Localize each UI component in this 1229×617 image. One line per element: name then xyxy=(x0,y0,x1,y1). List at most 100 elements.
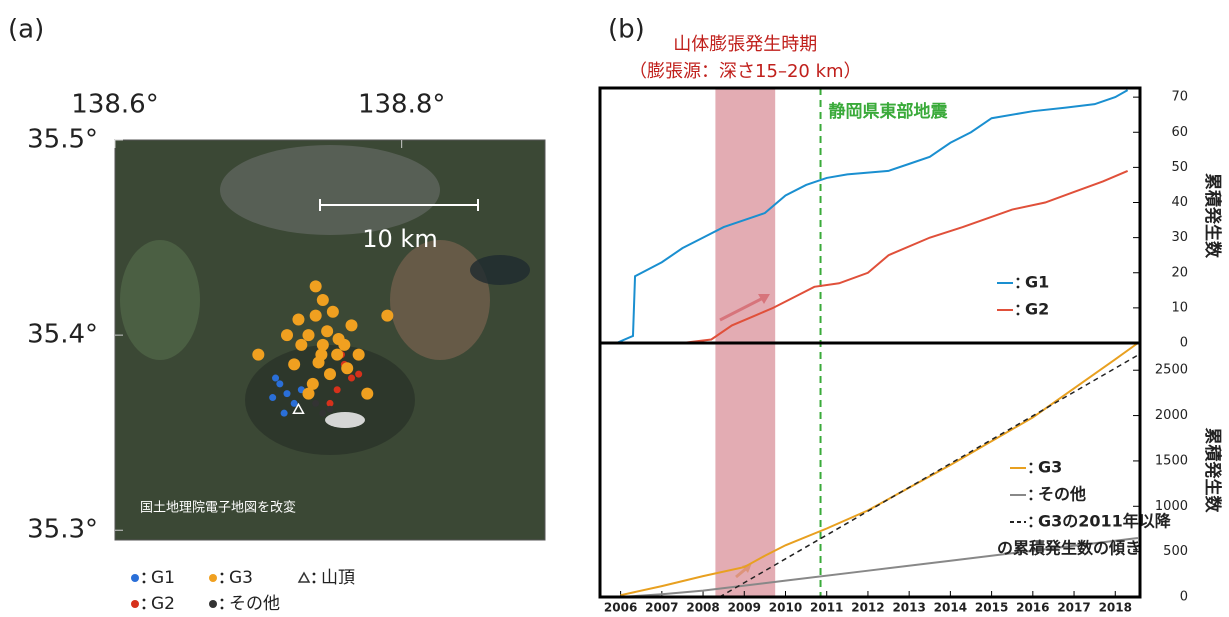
y-tick-label: 0 xyxy=(1180,336,1188,351)
legend-colon xyxy=(1017,313,1020,316)
legend-label: G2 xyxy=(151,594,175,614)
legend-colon xyxy=(143,599,146,602)
x-tick-label: 2017 xyxy=(1057,601,1090,615)
map-point xyxy=(341,362,353,374)
map-point xyxy=(303,329,315,341)
y-tick-label: 35.5° xyxy=(27,125,98,155)
y-tick-label: 20 xyxy=(1171,265,1188,280)
y-tick-label: 35.4° xyxy=(27,320,98,350)
y-tick-label: 2000 xyxy=(1155,408,1188,423)
map-point xyxy=(269,394,276,401)
map-point xyxy=(331,349,343,361)
x-tick-label: 2011 xyxy=(810,601,843,615)
panel-label: (a) xyxy=(8,15,44,45)
legend-colon xyxy=(143,573,146,576)
map-point xyxy=(353,349,365,361)
y-tick-label: 50 xyxy=(1171,160,1188,175)
map-point xyxy=(312,400,319,407)
map-point xyxy=(361,388,373,400)
legend-colon xyxy=(143,581,146,584)
legend-colon xyxy=(313,573,316,576)
span-label: 山体膨張発生時期 xyxy=(673,34,817,55)
legend-marker xyxy=(299,573,309,582)
legend-colon xyxy=(221,581,224,584)
y-tick-label: 0 xyxy=(1180,590,1188,605)
y-tick-label: 2500 xyxy=(1155,363,1188,378)
legend-marker xyxy=(209,574,217,582)
legend-label: の累積発生数の傾き xyxy=(997,539,1141,558)
y-tick-label: 1500 xyxy=(1155,453,1188,468)
map-point xyxy=(317,294,329,306)
series-line xyxy=(616,90,1127,343)
legend-label: G3 xyxy=(1038,458,1062,477)
legend-colon xyxy=(1030,463,1033,466)
legend-label: その他 xyxy=(229,594,280,614)
legend-label: G2 xyxy=(1025,300,1049,319)
map-point xyxy=(272,375,279,382)
legend-label: G3の2011年以降 xyxy=(1038,512,1172,531)
map-point xyxy=(334,386,341,393)
map-point xyxy=(355,371,362,378)
map-field xyxy=(390,240,490,360)
x-tick-label: 2008 xyxy=(686,601,719,615)
legend-colon xyxy=(221,599,224,602)
map-point xyxy=(276,380,283,387)
map-point xyxy=(324,368,336,380)
map-point xyxy=(327,406,334,413)
x-tick-label: 2009 xyxy=(728,601,761,615)
x-tick-label: 2014 xyxy=(934,601,967,615)
panel-label: (b) xyxy=(608,15,645,45)
legend-colon xyxy=(1030,517,1033,520)
legend-colon xyxy=(1017,286,1020,289)
map-point xyxy=(333,333,345,345)
y-tick-label: 70 xyxy=(1171,90,1188,105)
x-tick-label: 2010 xyxy=(769,601,802,615)
map-point xyxy=(315,349,327,361)
map-point xyxy=(288,358,300,370)
attribution: 国土地理院電子地図を改変 xyxy=(140,500,296,516)
map-imagery xyxy=(115,140,545,540)
map-point xyxy=(381,310,393,322)
x-tick-label: 2016 xyxy=(1016,601,1049,615)
x-tick-label: 138.6° xyxy=(71,90,158,120)
scale-label: 10 km xyxy=(362,225,437,253)
map-point xyxy=(327,306,339,318)
event-label: 静岡県東部地震 xyxy=(829,101,949,122)
map-point xyxy=(321,325,333,337)
legend-colon xyxy=(1017,305,1020,308)
legend-colon xyxy=(1017,278,1020,281)
series-line xyxy=(616,171,1127,343)
legend-colon xyxy=(1030,490,1033,493)
map-point xyxy=(310,310,322,322)
legend-colon xyxy=(1030,471,1033,474)
y-tick-label: 35.3° xyxy=(27,515,98,545)
legend-label: G1 xyxy=(151,568,175,588)
map-point xyxy=(252,349,264,361)
legend-colon xyxy=(221,607,224,610)
x-tick-label: 2018 xyxy=(1099,601,1132,615)
x-tick-label: 2013 xyxy=(892,601,925,615)
map-point xyxy=(310,280,322,292)
map-snow xyxy=(325,412,365,428)
x-tick-label: 138.8° xyxy=(358,90,445,120)
x-tick-label: 2006 xyxy=(604,601,637,615)
map-point xyxy=(348,375,355,382)
legend-label: G3 xyxy=(229,568,253,588)
map-field xyxy=(120,240,200,360)
legend-label: その他 xyxy=(1038,485,1086,504)
map-point xyxy=(291,400,298,407)
legend-marker xyxy=(209,600,217,608)
figure: (a) (b) 10 km 国土地理院電子地図を改変 138.6° 138.8° 3… xyxy=(0,0,1229,617)
legend-colon xyxy=(313,581,316,584)
x-tick-label: 2015 xyxy=(975,601,1008,615)
map-point xyxy=(295,339,307,351)
map-point xyxy=(346,319,358,331)
legend-colon xyxy=(1030,498,1033,501)
page: {"panel_labels":["(a)","(b)"], "chart_da… xyxy=(0,0,1229,617)
x-tick-label: 2007 xyxy=(645,601,678,615)
map-point xyxy=(281,329,293,341)
legend-label: G1 xyxy=(1025,273,1049,292)
y-axis-label: 累積発生数 xyxy=(1202,428,1223,514)
span-label: （膨張源：深さ15–20 km） xyxy=(629,61,862,82)
x-tick-label: 2012 xyxy=(851,601,884,615)
